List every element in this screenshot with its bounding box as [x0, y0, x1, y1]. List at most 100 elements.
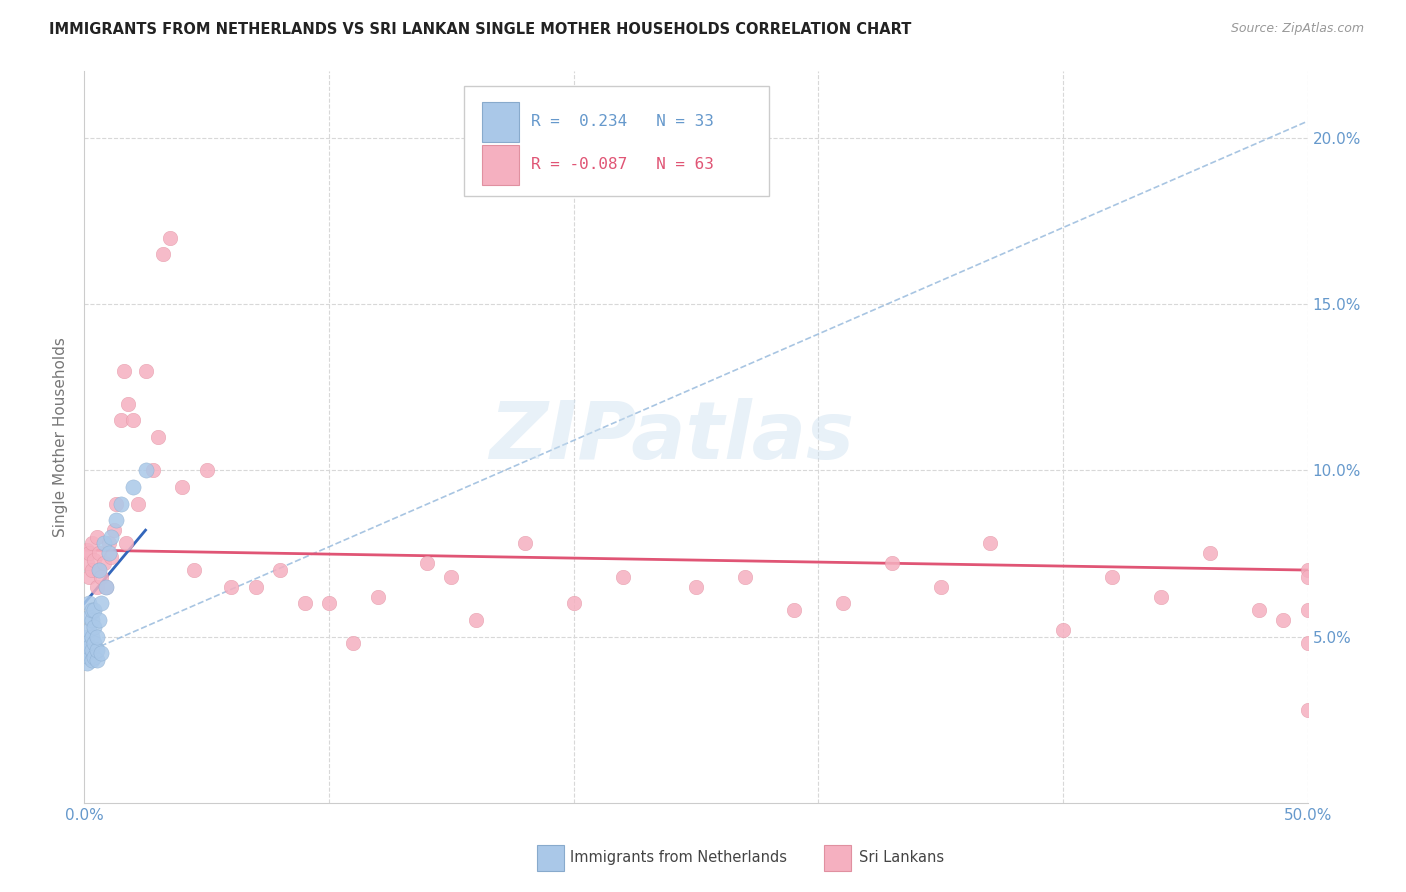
Point	[513, 536, 536, 550]
Point	[110, 413, 132, 427]
Bar	[537, 846, 564, 871]
Point	[979, 536, 1001, 550]
Point	[112, 363, 135, 377]
Point	[294, 596, 316, 610]
Point	[90, 596, 112, 610]
Point	[87, 563, 110, 577]
Bar	[482, 145, 519, 185]
Point	[86, 653, 108, 667]
Point	[734, 570, 756, 584]
Point	[612, 570, 634, 584]
Point	[117, 397, 139, 411]
Point	[93, 557, 115, 571]
Point	[86, 580, 108, 594]
Point	[110, 497, 132, 511]
Point	[562, 596, 585, 610]
Point	[100, 549, 122, 564]
Y-axis label: Single Mother Households: Single Mother Households	[53, 337, 69, 537]
Point	[135, 463, 157, 477]
Point	[86, 643, 108, 657]
Point	[1052, 623, 1074, 637]
Point	[1247, 603, 1270, 617]
Point	[100, 530, 122, 544]
Point	[83, 553, 105, 567]
Point	[77, 596, 100, 610]
Point	[159, 230, 181, 244]
Point	[1272, 613, 1295, 627]
Bar	[482, 102, 519, 143]
Point	[87, 613, 110, 627]
Point	[76, 646, 98, 660]
Point	[115, 536, 138, 550]
Point	[83, 603, 105, 617]
Point	[1198, 546, 1220, 560]
Point	[86, 630, 108, 644]
Point	[80, 603, 103, 617]
Point	[1296, 636, 1319, 650]
Point	[76, 557, 98, 571]
Point	[97, 546, 120, 560]
Point	[440, 570, 463, 584]
Text: IMMIGRANTS FROM NETHERLANDS VS SRI LANKAN SINGLE MOTHER HOUSEHOLDS CORRELATION C: IMMIGRANTS FROM NETHERLANDS VS SRI LANKA…	[49, 22, 911, 37]
Point	[783, 603, 806, 617]
Point	[1150, 590, 1173, 604]
Bar	[824, 846, 851, 871]
Point	[76, 656, 98, 670]
Point	[1296, 570, 1319, 584]
Point	[416, 557, 439, 571]
Point	[83, 636, 105, 650]
Point	[269, 563, 291, 577]
Text: Source: ZipAtlas.com: Source: ZipAtlas.com	[1230, 22, 1364, 36]
Point	[77, 609, 100, 624]
Point	[342, 636, 364, 650]
FancyBboxPatch shape	[464, 86, 769, 195]
Point	[80, 613, 103, 627]
Point	[105, 497, 128, 511]
Point	[93, 536, 115, 550]
Point	[77, 649, 100, 664]
Point	[880, 557, 903, 571]
Point	[152, 247, 174, 261]
Point	[146, 430, 169, 444]
Point	[96, 580, 118, 594]
Point	[77, 570, 100, 584]
Point	[1101, 570, 1123, 584]
Point	[122, 480, 145, 494]
Point	[1296, 703, 1319, 717]
Point	[83, 619, 105, 633]
Point	[76, 630, 98, 644]
Text: R =  0.234   N = 33: R = 0.234 N = 33	[531, 114, 714, 129]
Point	[135, 363, 157, 377]
Point	[103, 523, 125, 537]
Point	[76, 636, 98, 650]
Point	[90, 646, 112, 660]
Point	[90, 570, 112, 584]
Point	[80, 653, 103, 667]
Text: Immigrants from Netherlands: Immigrants from Netherlands	[569, 850, 787, 865]
Point	[80, 630, 103, 644]
Text: Sri Lankans: Sri Lankans	[859, 850, 943, 865]
Point	[86, 530, 108, 544]
Point	[685, 580, 707, 594]
Point	[127, 497, 149, 511]
Point	[76, 543, 98, 558]
Point	[245, 580, 267, 594]
Point	[183, 563, 205, 577]
Point	[1296, 563, 1319, 577]
Point	[172, 480, 194, 494]
Point	[77, 546, 100, 560]
Point	[195, 463, 218, 477]
Point	[464, 613, 486, 627]
Point	[122, 413, 145, 427]
Point	[87, 563, 110, 577]
Point	[77, 623, 100, 637]
Point	[1296, 603, 1319, 617]
Point	[318, 596, 340, 610]
Text: R = -0.087   N = 63: R = -0.087 N = 63	[531, 157, 714, 172]
Point	[83, 649, 105, 664]
Point	[77, 640, 100, 654]
Point	[80, 536, 103, 550]
Point	[105, 513, 128, 527]
Text: ZIPatlas: ZIPatlas	[489, 398, 853, 476]
Point	[96, 580, 118, 594]
